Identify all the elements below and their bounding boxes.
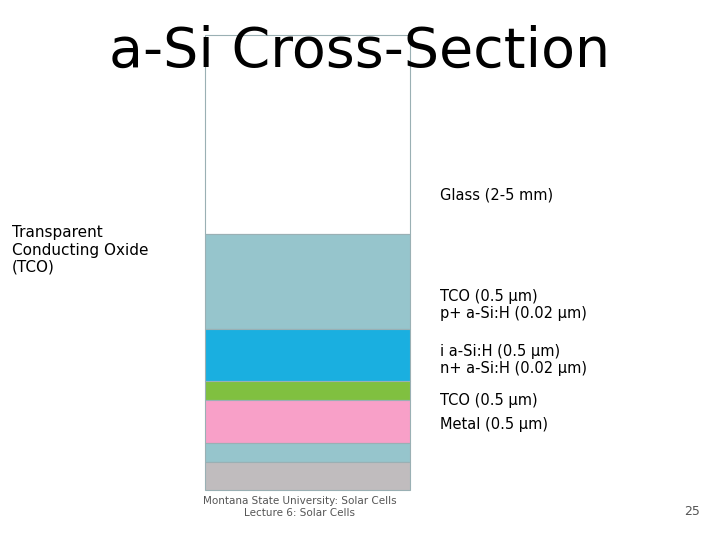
Text: i a-Si:H (0.5 μm)
n+ a-Si:H (0.02 μm): i a-Si:H (0.5 μm) n+ a-Si:H (0.02 μm) bbox=[440, 344, 587, 376]
Bar bbox=[205, 234, 410, 329]
Text: Metal (0.5 μm): Metal (0.5 μm) bbox=[440, 417, 548, 433]
Text: Montana State University: Solar Cells
Lecture 6: Solar Cells: Montana State University: Solar Cells Le… bbox=[203, 496, 397, 518]
Bar bbox=[205, 443, 410, 462]
Bar bbox=[205, 381, 410, 400]
Text: TCO (0.5 μm)
p+ a-Si:H (0.02 μm): TCO (0.5 μm) p+ a-Si:H (0.02 μm) bbox=[440, 289, 587, 321]
Text: Transparent
Conducting Oxide
(TCO): Transparent Conducting Oxide (TCO) bbox=[12, 225, 148, 275]
Bar bbox=[205, 462, 410, 490]
Text: a-Si Cross-Section: a-Si Cross-Section bbox=[109, 25, 611, 79]
Bar bbox=[205, 400, 410, 443]
Bar bbox=[205, 329, 410, 381]
Text: Glass (2-5 mm): Glass (2-5 mm) bbox=[440, 187, 553, 202]
Bar bbox=[205, 35, 410, 234]
Text: 25: 25 bbox=[684, 505, 700, 518]
Text: TCO (0.5 μm): TCO (0.5 μm) bbox=[440, 393, 538, 408]
